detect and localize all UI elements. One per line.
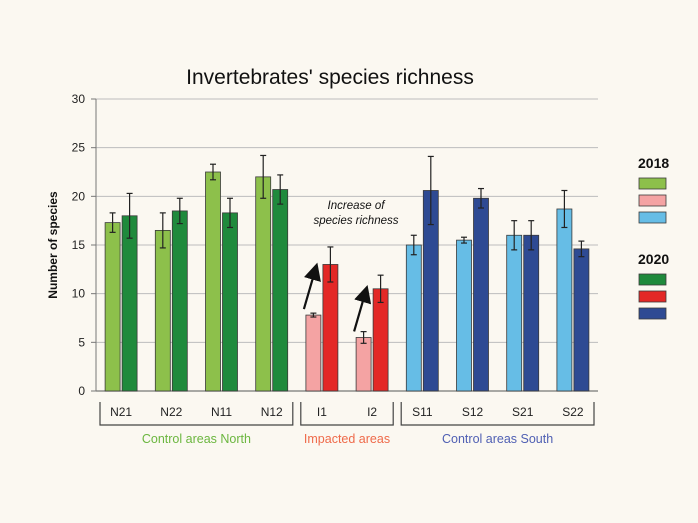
y-tick-label: 20 bbox=[72, 189, 86, 203]
bar-2020 bbox=[222, 212, 238, 392]
bar-2018 bbox=[205, 171, 221, 392]
legend-swatch bbox=[638, 211, 667, 224]
group-bracket bbox=[300, 402, 394, 426]
group-bracket bbox=[400, 402, 595, 426]
y-tick-label: 15 bbox=[72, 238, 86, 252]
bar-2020 bbox=[473, 197, 489, 392]
group-label: Control areas South bbox=[442, 432, 553, 446]
bar-2018 bbox=[305, 314, 322, 392]
annotation-arrow bbox=[302, 262, 321, 310]
bar-2020 bbox=[322, 264, 339, 392]
annotation-text: Increase of bbox=[328, 200, 387, 212]
x-tick-label: N21 bbox=[110, 405, 132, 419]
x-tick-label: S22 bbox=[562, 405, 584, 419]
annotation-text: species richness bbox=[313, 215, 398, 227]
x-tick-label: N11 bbox=[211, 405, 232, 419]
x-tick-label: N12 bbox=[261, 405, 283, 419]
y-axis-label: Number of species bbox=[46, 191, 60, 299]
bar-2018 bbox=[104, 222, 121, 392]
bar-2020 bbox=[372, 288, 389, 392]
y-tick-label: 30 bbox=[72, 92, 86, 106]
bar-2018 bbox=[355, 337, 372, 392]
plot-area: 0 5 10 15 20 25 30 N21 N22 N11 N12 I1 I2 S11 S12 S21 S22… bbox=[72, 92, 670, 446]
bar-2018 bbox=[255, 176, 272, 392]
legend-swatch bbox=[638, 273, 667, 286]
legend-year: 2018 bbox=[638, 155, 669, 171]
group-bracket bbox=[99, 402, 294, 426]
group-label: Impacted areas bbox=[304, 432, 390, 446]
x-tick-label: I2 bbox=[367, 405, 377, 419]
x-tick-label: S12 bbox=[462, 405, 484, 419]
bar-2018 bbox=[556, 208, 573, 392]
bar-2020 bbox=[171, 210, 188, 392]
bar-2018 bbox=[506, 234, 523, 392]
bar-2018 bbox=[405, 244, 422, 392]
y-tick-label: 25 bbox=[72, 141, 86, 155]
y-tick-label: 0 bbox=[78, 384, 85, 398]
chart-title: Invertebrates' species richness bbox=[186, 66, 474, 89]
legend-swatch bbox=[638, 177, 667, 190]
bar-2020 bbox=[523, 234, 540, 392]
y-tick-label: 5 bbox=[78, 335, 85, 349]
y-tick-label: 10 bbox=[72, 287, 86, 301]
annotation-arrow bbox=[353, 285, 372, 332]
x-tick-label: I1 bbox=[317, 405, 327, 419]
bar-2020 bbox=[272, 189, 289, 392]
legend-swatch bbox=[638, 307, 667, 320]
group-label: Control areas North bbox=[142, 432, 251, 446]
x-tick-label: S21 bbox=[512, 405, 534, 419]
x-tick-label: S11 bbox=[412, 405, 433, 419]
legend-swatch bbox=[638, 194, 667, 207]
legend-year: 2020 bbox=[638, 251, 669, 267]
bar-2018 bbox=[154, 229, 171, 392]
bar-2018 bbox=[456, 239, 472, 392]
bar-2020 bbox=[121, 215, 138, 392]
bar-2020 bbox=[573, 248, 590, 392]
legend-swatch bbox=[638, 290, 667, 303]
x-tick-label: N22 bbox=[160, 405, 182, 419]
